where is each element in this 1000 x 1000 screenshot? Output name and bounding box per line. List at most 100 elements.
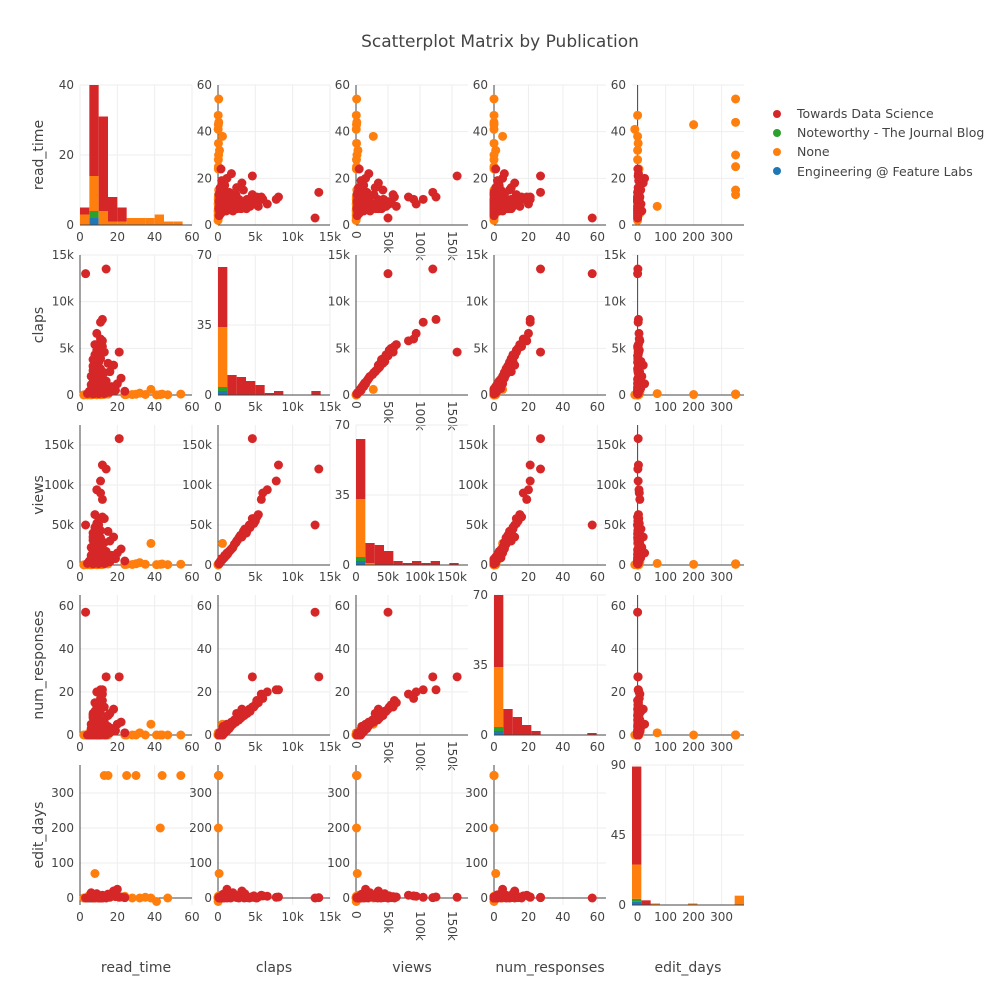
- x-tick-label: 0: [214, 230, 222, 244]
- data-point: [97, 512, 107, 522]
- y-tick-label: 5k: [335, 341, 350, 355]
- data-point: [273, 460, 283, 470]
- legend-marker-icon: [773, 109, 781, 118]
- data-point: [633, 373, 643, 383]
- y-tick-label: 150k: [182, 438, 212, 452]
- x-axis-title-num-responses: num_responses: [495, 960, 604, 976]
- y-tick-label: 20: [59, 685, 74, 699]
- x-tick-label: 10k: [282, 910, 304, 924]
- y-tick-label: 20: [335, 685, 350, 699]
- data-point: [109, 704, 119, 714]
- data-point: [215, 183, 225, 193]
- cell-claps-vs-num-responses: 0 20 40 60 0 5k 10k 15k: [466, 248, 606, 414]
- data-point: [101, 264, 111, 274]
- data-point: [689, 730, 699, 740]
- y-tick-label: 5k: [611, 341, 626, 355]
- data-point: [525, 476, 535, 486]
- x-tick-label: 0: [214, 570, 222, 584]
- y-tick-label: 0: [204, 218, 212, 232]
- x-tick-label: 60: [184, 230, 199, 244]
- cell-read-time-vs-claps: 0 5k 10k 15k 0 20 40 60: [197, 78, 341, 244]
- data-point: [633, 211, 643, 221]
- data-point: [505, 197, 515, 207]
- legend-label: None: [797, 144, 830, 160]
- y-tick-label: 200: [465, 821, 488, 835]
- y-tick-label: 150k: [458, 438, 488, 452]
- data-point: [120, 893, 130, 903]
- y-tick-label: 0: [480, 558, 488, 572]
- data-point: [517, 512, 527, 522]
- data-point: [633, 532, 643, 542]
- data-point: [176, 730, 186, 740]
- data-point: [96, 317, 106, 327]
- cell-num-responses-vs-claps: 0 5k 10k 15k 0 20 40 60: [197, 595, 341, 754]
- histogram-bar: [512, 717, 522, 735]
- legend-item-towards-data-science[interactable]: Towards Data Science: [770, 104, 984, 123]
- x-tick-label: 40: [555, 400, 570, 414]
- x-tick-label: 200: [682, 570, 705, 584]
- x-tick-label: 50k: [381, 911, 395, 933]
- y-tick-label: 70: [335, 418, 350, 432]
- data-point: [731, 150, 741, 160]
- data-point: [731, 559, 741, 569]
- data-point: [431, 892, 441, 902]
- data-point: [731, 162, 741, 172]
- y-tick-label: 100k: [44, 478, 74, 492]
- data-point: [489, 211, 499, 221]
- data-point: [633, 138, 643, 148]
- x-tick-label: 0: [352, 570, 360, 584]
- histogram-bar: [89, 85, 99, 176]
- x-tick-label: 20: [110, 230, 125, 244]
- data-point: [633, 672, 643, 682]
- cell-num-responses-vs-read-time: 0 20 40 60 0 20 40 60: [59, 595, 200, 754]
- data-point: [88, 389, 98, 399]
- legend-item-none[interactable]: None: [770, 142, 984, 161]
- data-point: [354, 728, 364, 738]
- x-tick-label: 15k: [319, 910, 341, 924]
- cell-claps-vs-views: 0 50k 100k 150k 0 5k 10k 15k: [328, 248, 468, 431]
- data-point: [418, 317, 428, 327]
- y-tick-label: 0: [618, 898, 626, 912]
- data-point: [176, 771, 186, 780]
- legend-item-noteworthy[interactable]: Noteworthy - The Journal Blog: [770, 123, 984, 142]
- data-point: [120, 728, 130, 738]
- y-tick-label: 20: [197, 171, 212, 185]
- y-tick-label: 0: [342, 218, 350, 232]
- data-point: [428, 672, 438, 682]
- data-point: [489, 197, 499, 207]
- x-tick-label: 10k: [282, 400, 304, 414]
- legend-item-engineering-feature-labs[interactable]: Engineering @ Feature Labs: [770, 162, 984, 181]
- x-tick-label: 60: [184, 400, 199, 414]
- data-point: [517, 192, 527, 202]
- x-tick-label: 0: [76, 740, 84, 754]
- data-point: [489, 138, 499, 148]
- data-point: [217, 176, 227, 186]
- x-tick-label: 40: [555, 230, 570, 244]
- data-point: [489, 823, 499, 833]
- y-axis-title-views: views: [31, 475, 47, 515]
- data-point: [310, 607, 320, 617]
- data-point: [378, 185, 388, 195]
- x-tick-label: 0: [490, 570, 498, 584]
- x-tick-label: 20: [110, 570, 125, 584]
- data-point: [247, 672, 257, 682]
- data-point: [88, 730, 98, 740]
- data-point: [271, 892, 281, 902]
- y-tick-label: 40: [335, 642, 350, 656]
- x-tick-label: 0: [76, 570, 84, 584]
- data-point: [389, 696, 399, 706]
- data-point: [97, 460, 107, 470]
- x-tick-label: 300: [710, 740, 733, 754]
- data-point: [489, 155, 499, 165]
- data-point: [499, 373, 509, 383]
- y-tick-label: 50k: [52, 518, 74, 532]
- histogram-bar: [356, 499, 366, 557]
- data-point: [216, 893, 226, 903]
- x-tick-label: 20: [110, 400, 125, 414]
- cell-claps-vs-edit-days: 0 100 200 300 0 5k 10k 15k: [604, 248, 744, 414]
- data-point: [214, 94, 224, 104]
- y-tick-label: 300: [465, 786, 488, 800]
- data-point: [217, 538, 227, 548]
- data-point: [633, 386, 643, 396]
